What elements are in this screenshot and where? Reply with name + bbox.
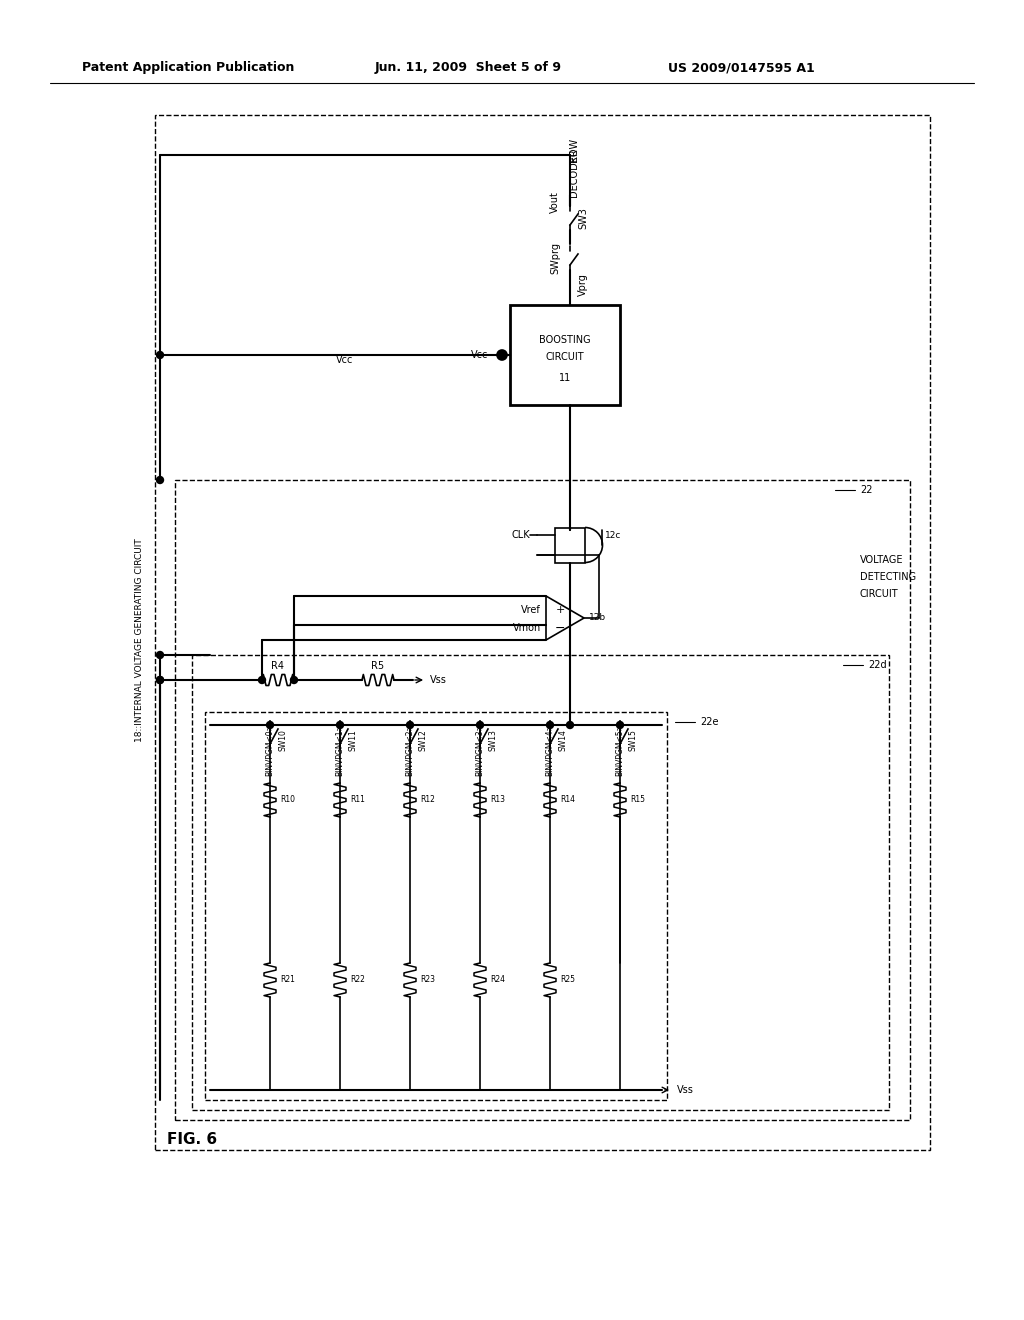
Text: R12: R12 [420,796,435,804]
Text: −: − [555,622,565,635]
Text: Vss: Vss [430,675,446,685]
Text: CIRCUIT: CIRCUIT [860,589,899,599]
Bar [193,655,889,1110]
Text: 22e: 22e [700,717,719,727]
Circle shape [157,477,164,483]
Text: SWprg: SWprg [550,242,560,275]
Circle shape [157,676,164,684]
Text: BINVPGM<4>: BINVPGM<4> [546,723,555,776]
Text: R4: R4 [271,661,285,671]
Text: +: + [555,605,564,615]
Text: VOLTAGE: VOLTAGE [860,554,903,565]
Text: R21: R21 [280,975,295,985]
Text: Vout: Vout [550,191,560,213]
Text: SW15: SW15 [628,729,637,751]
Text: ROW: ROW [569,137,579,162]
Text: BINVPGM<3>: BINVPGM<3> [475,723,484,776]
Text: BINVPGM<5>: BINVPGM<5> [615,723,625,776]
Text: Vcc: Vcc [471,350,488,360]
Text: Jun. 11, 2009  Sheet 5 of 9: Jun. 11, 2009 Sheet 5 of 9 [375,62,562,74]
Text: DETECTING: DETECTING [860,572,916,582]
Text: R23: R23 [420,975,435,985]
Bar [205,711,667,1100]
Circle shape [337,722,343,729]
Circle shape [157,652,164,659]
Text: US 2009/0147595 A1: US 2009/0147595 A1 [668,62,815,74]
Text: 12b: 12b [589,614,606,623]
Circle shape [476,722,483,729]
Text: BOOSTING: BOOSTING [540,335,591,345]
Bar [155,115,930,1150]
Text: 12c: 12c [605,531,622,540]
Text: Patent Application Publication: Patent Application Publication [82,62,294,74]
Text: Vprg: Vprg [578,273,588,297]
Text: R10: R10 [280,796,295,804]
Text: SW3: SW3 [578,207,588,228]
Circle shape [157,676,164,684]
Circle shape [407,722,414,729]
Bar [555,528,585,564]
Text: 11: 11 [559,374,571,383]
Text: R15: R15 [630,796,645,804]
Text: 22: 22 [860,484,872,495]
Text: Vcc: Vcc [336,355,353,366]
Circle shape [258,676,265,684]
Text: CIRCUIT: CIRCUIT [546,352,585,362]
Text: R25: R25 [560,975,575,985]
Text: BINVPGM<1>: BINVPGM<1> [336,723,344,776]
Circle shape [157,351,164,359]
Text: Vss: Vss [677,1085,694,1096]
Text: Vmon: Vmon [513,623,541,634]
Circle shape [291,676,298,684]
Text: SW11: SW11 [348,729,357,751]
Circle shape [616,722,624,729]
Circle shape [266,722,273,729]
Text: R5: R5 [372,661,385,671]
Circle shape [566,722,573,729]
Text: 22d: 22d [868,660,887,671]
Text: R14: R14 [560,796,575,804]
Bar [510,305,620,405]
Text: Vref: Vref [521,605,541,615]
Text: R13: R13 [490,796,505,804]
Text: SW13: SW13 [488,729,497,751]
Text: SW14: SW14 [558,729,567,751]
Text: SW12: SW12 [418,729,427,751]
Text: FIG. 6: FIG. 6 [167,1133,217,1147]
Circle shape [497,350,507,360]
Text: R22: R22 [350,975,365,985]
Circle shape [547,722,554,729]
Text: 18::INTERNAL VOLTAGE GENERATING CIRCUIT: 18::INTERNAL VOLTAGE GENERATING CIRCUIT [135,539,144,742]
Bar [175,480,910,1119]
Text: SW10: SW10 [278,729,287,751]
Text: BINVPGM<0>: BINVPGM<0> [265,723,274,776]
Text: R24: R24 [490,975,505,985]
Text: CLK: CLK [511,531,530,540]
Text: BINVPGM<2>: BINVPGM<2> [406,723,415,776]
Text: DECODER: DECODER [569,149,579,198]
Text: R11: R11 [350,796,365,804]
